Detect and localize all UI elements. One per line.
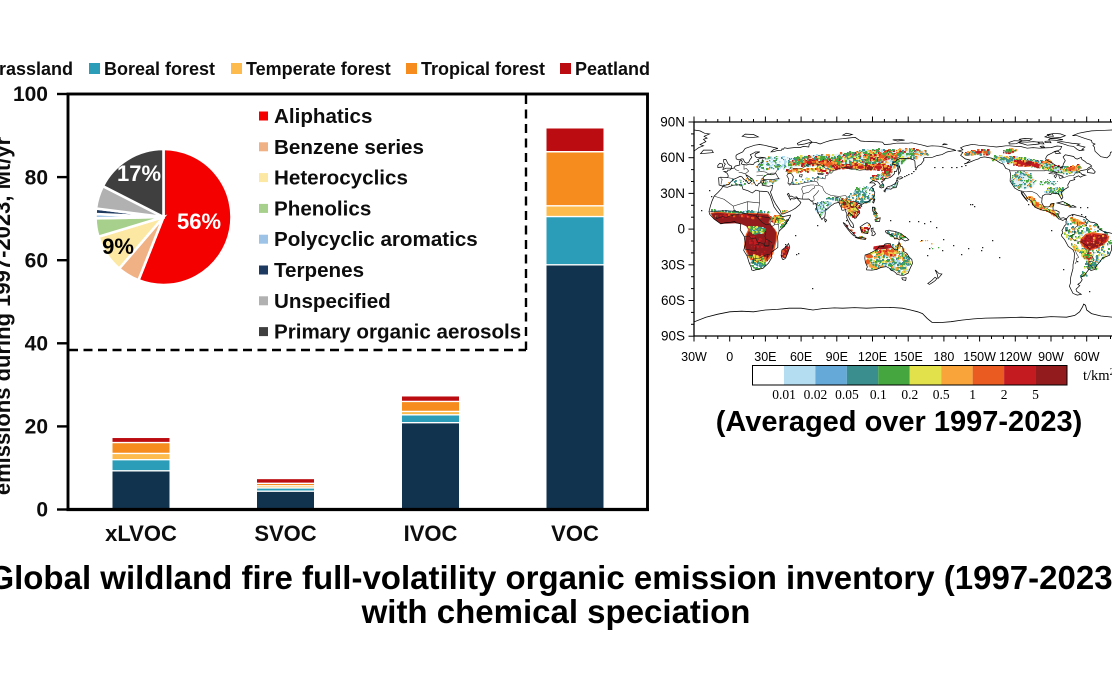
svg-text:0.1: 0.1 bbox=[870, 387, 887, 402]
svg-text:SVOC: SVOC bbox=[254, 521, 316, 546]
svg-text:0: 0 bbox=[36, 499, 48, 522]
svg-text:30S: 30S bbox=[661, 257, 685, 272]
svg-text:150E: 150E bbox=[894, 350, 923, 364]
svg-text:IVOC: IVOC bbox=[404, 521, 458, 546]
svg-text:Aliphatics: Aliphatics bbox=[274, 105, 372, 128]
svg-text:90E: 90E bbox=[826, 350, 848, 364]
svg-text:0.2: 0.2 bbox=[901, 387, 918, 402]
svg-text:Temperate forest: Temperate forest bbox=[246, 59, 391, 79]
svg-text:0.5: 0.5 bbox=[933, 387, 950, 402]
svg-text:Unspecified: Unspecified bbox=[274, 290, 391, 313]
svg-text:60S: 60S bbox=[661, 293, 685, 308]
svg-text:100: 100 bbox=[13, 83, 48, 106]
svg-text:20: 20 bbox=[25, 416, 48, 439]
svg-text:VOC: VOC bbox=[551, 521, 599, 546]
svg-text:120E: 120E bbox=[858, 350, 887, 364]
svg-text:0.02: 0.02 bbox=[804, 387, 828, 402]
svg-text:emissions during 1997-2023, Mt: emissions during 1997-2023, Mt/yr bbox=[0, 136, 15, 495]
svg-text:with chemical speciation: with chemical speciation bbox=[361, 593, 751, 630]
svg-text:Terpenes: Terpenes bbox=[274, 259, 364, 282]
svg-text:60W: 60W bbox=[1074, 350, 1100, 364]
svg-text:1: 1 bbox=[969, 387, 976, 402]
svg-text:30W: 30W bbox=[681, 350, 707, 364]
svg-text:Heterocyclics: Heterocyclics bbox=[274, 167, 408, 190]
svg-text:5: 5 bbox=[1032, 387, 1039, 402]
svg-text:0: 0 bbox=[677, 222, 685, 237]
svg-text:Grassland: Grassland bbox=[0, 59, 73, 79]
svg-text:0.01: 0.01 bbox=[772, 387, 796, 402]
svg-text:Polycyclic aromatics: Polycyclic aromatics bbox=[274, 228, 478, 251]
svg-text:180: 180 bbox=[933, 350, 954, 364]
svg-text:Benzene series: Benzene series bbox=[274, 136, 424, 159]
svg-text:17%: 17% bbox=[117, 161, 161, 186]
svg-text:60E: 60E bbox=[790, 350, 812, 364]
svg-text:56%: 56% bbox=[177, 209, 221, 234]
svg-text:60N: 60N bbox=[660, 150, 685, 165]
svg-text:90S: 90S bbox=[661, 329, 685, 344]
svg-text:30E: 30E bbox=[754, 350, 776, 364]
svg-text:Primary organic aerosols: Primary organic aerosols bbox=[274, 321, 521, 344]
svg-text:30N: 30N bbox=[660, 186, 685, 201]
svg-text:40: 40 bbox=[25, 333, 48, 356]
svg-text:120W: 120W bbox=[999, 350, 1032, 364]
svg-text:xLVOC: xLVOC bbox=[105, 521, 177, 546]
svg-text:Boreal forest: Boreal forest bbox=[104, 59, 215, 79]
svg-text:80: 80 bbox=[25, 166, 48, 189]
svg-text:Global wildland fire full-vola: Global wildland fire full-volatility org… bbox=[0, 559, 1112, 596]
svg-text:9%: 9% bbox=[102, 234, 134, 259]
svg-text:90N: 90N bbox=[660, 115, 685, 130]
svg-text:Peatland: Peatland bbox=[575, 59, 650, 79]
svg-text:t/km2/: t/km2/ bbox=[1083, 367, 1112, 385]
svg-text:Phenolics: Phenolics bbox=[274, 197, 371, 220]
svg-text:150W: 150W bbox=[963, 350, 996, 364]
svg-text:Tropical forest: Tropical forest bbox=[421, 59, 545, 79]
svg-text:(Averaged over 1997-2023): (Averaged over 1997-2023) bbox=[716, 406, 1082, 438]
svg-text:0.05: 0.05 bbox=[835, 387, 859, 402]
svg-text:90W: 90W bbox=[1038, 350, 1064, 364]
svg-text:2: 2 bbox=[1001, 387, 1008, 402]
svg-text:0: 0 bbox=[726, 350, 733, 364]
svg-text:60: 60 bbox=[25, 249, 48, 272]
